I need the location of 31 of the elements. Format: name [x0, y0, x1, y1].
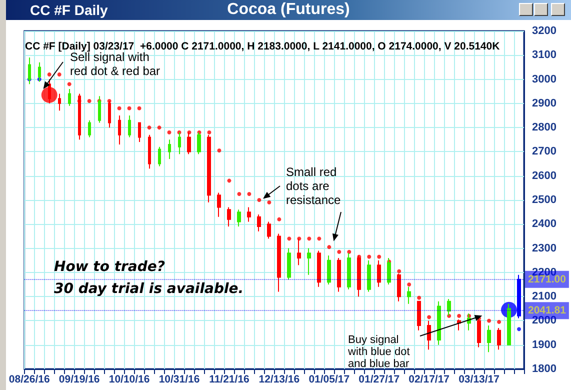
y-tick-label: 1900 — [532, 338, 556, 351]
annotation: Buy signal with blue dot and blue bar — [348, 334, 411, 370]
x-tick-label: 12/13/16 — [258, 374, 300, 386]
y-tick-label: 2800 — [532, 122, 556, 134]
y-tick-label: 2100 — [532, 290, 556, 303]
y-tick-label: 2500 — [532, 194, 556, 206]
y-tick-label: 2600 — [532, 170, 556, 182]
x-tick-label: 08/26/16 — [8, 374, 50, 386]
x-tick-label: 09/19/16 — [58, 374, 100, 386]
y-tick-label: 1800 — [532, 363, 556, 375]
annotation: How to trade? — [54, 258, 166, 277]
y-tick-label: 2900 — [532, 97, 556, 110]
y-tick-label: 2400 — [532, 218, 556, 230]
ref-line-label: 2041.81 — [528, 304, 566, 317]
y-tick-label: 2300 — [532, 242, 556, 254]
annotation: Small red dots are resistance — [286, 165, 342, 207]
x-tick-label: 03/13/17 — [458, 374, 500, 386]
chart-title: Cocoa (Futures) — [227, 1, 350, 18]
x-tick-label: 01/27/17 — [358, 374, 400, 386]
x-tick-label: 02/17/17 — [408, 374, 450, 386]
x-tick-label: 10/31/16 — [158, 374, 200, 386]
x-tick-label: 10/10/16 — [108, 374, 150, 386]
y-tick-label: 3200 — [532, 25, 556, 37]
text: CC #F [Daily] 03/23/17 +6.0000 C 2171.0000, H 2183.0000, L 2141.0000, O 2174.0000, V 20.5140K — [25, 40, 500, 52]
text: CC #F Daily — [30, 2, 108, 18]
y-tick-label: 2700 — [532, 146, 556, 158]
x-tick-label: 11/21/16 — [209, 374, 250, 386]
y-tick-label: 3000 — [532, 73, 556, 86]
y-tick-label: 3100 — [532, 49, 556, 62]
annotation: 30 day trial is available. — [54, 280, 245, 299]
x-tick-label: 01/05/17 — [308, 374, 350, 386]
